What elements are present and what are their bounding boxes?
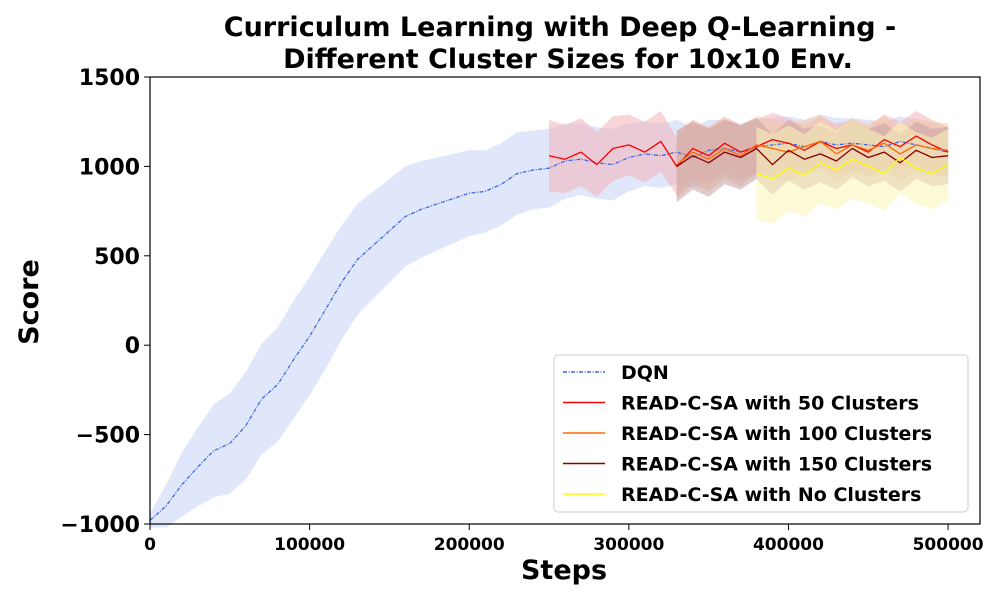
legend: DQN READ-C-SA with 50 Clusters READ-C-SA w… bbox=[553, 354, 969, 513]
y-tick-label: 500 bbox=[94, 245, 140, 270]
x-tick-label: 200000 bbox=[434, 535, 505, 555]
x-tick-label: 0 bbox=[144, 535, 156, 555]
x-tick-label: 100000 bbox=[274, 535, 345, 555]
band-series-4 bbox=[756, 119, 949, 224]
y-tick-label: 1000 bbox=[79, 155, 140, 180]
y-tick-label: 1500 bbox=[79, 66, 140, 91]
legend-frame bbox=[553, 354, 969, 513]
x-axis-ticks: 0 100000 200000 300000 400000 500000 bbox=[144, 524, 984, 555]
y-axis-label: Score bbox=[14, 259, 45, 345]
legend-label-0: DQN bbox=[621, 362, 669, 384]
y-tick-label: −1000 bbox=[60, 513, 140, 538]
y-tick-label: −500 bbox=[76, 424, 140, 449]
line-series-4 bbox=[756, 156, 949, 180]
legend-label-2: READ-C-SA with 100 Clusters bbox=[621, 423, 932, 445]
line-series-1 bbox=[548, 135, 949, 168]
band-series-0 bbox=[150, 114, 949, 528]
y-axis-ticks: −1000 −500 0 500 1000 1500 bbox=[60, 66, 150, 538]
legend-label-1: READ-C-SA with 50 Clusters bbox=[621, 393, 919, 415]
series-lines bbox=[149, 135, 949, 521]
plot-area bbox=[149, 111, 949, 528]
x-tick-label: 500000 bbox=[913, 535, 984, 555]
legend-label-3: READ-C-SA with 150 Clusters bbox=[621, 454, 932, 476]
legend-label-4: READ-C-SA with No Clusters bbox=[621, 484, 921, 506]
confidence-bands bbox=[150, 111, 949, 528]
line-series-3 bbox=[676, 147, 949, 167]
x-axis-label: Steps bbox=[521, 555, 607, 586]
y-tick-label: 0 bbox=[125, 334, 140, 359]
line-series-2 bbox=[676, 140, 949, 166]
x-tick-label: 400000 bbox=[753, 535, 824, 555]
chart-title-line-2: Different Cluster Sizes for 10x10 Env. bbox=[283, 44, 853, 75]
x-tick-label: 300000 bbox=[593, 535, 664, 555]
plot-frame bbox=[149, 76, 981, 525]
chart-title-line-1: Curriculum Learning with Deep Q-Learning… bbox=[224, 12, 896, 43]
